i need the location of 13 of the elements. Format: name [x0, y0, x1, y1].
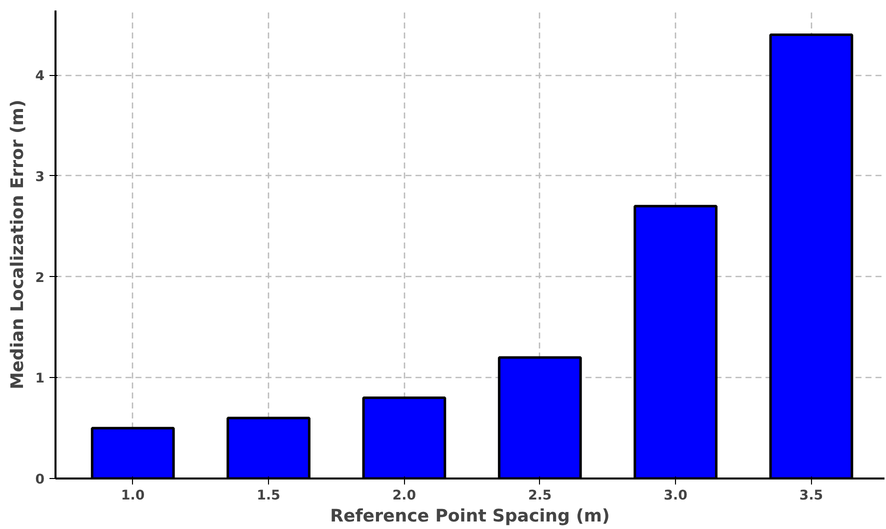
y-tick-label: 3 — [35, 170, 45, 185]
x-tick-label: 1.5 — [256, 488, 280, 504]
y-tick-label: 4 — [35, 69, 45, 84]
y-axis-title: Median Localization Error (m) — [8, 100, 28, 390]
x-tick-label: 2.5 — [528, 488, 552, 504]
y-tick-label: 0 — [35, 472, 45, 488]
x-tick-label: 3.5 — [799, 488, 824, 504]
y-tick-label: 1 — [35, 372, 45, 387]
x-axis-title: Reference Point Spacing (m) — [330, 506, 610, 526]
y-tick-label: 2 — [35, 270, 45, 286]
x-tick-label: 2.0 — [392, 488, 416, 504]
x-tick-label: 1.0 — [121, 488, 145, 504]
x-tick-label: 3.0 — [664, 488, 688, 504]
